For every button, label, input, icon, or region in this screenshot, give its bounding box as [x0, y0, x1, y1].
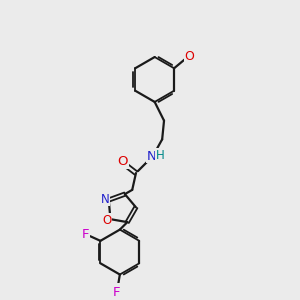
- Text: F: F: [82, 228, 89, 241]
- Text: O: O: [118, 155, 128, 168]
- Text: O: O: [184, 50, 194, 63]
- Text: N: N: [100, 193, 109, 206]
- Text: F: F: [112, 286, 120, 299]
- Text: N: N: [147, 150, 157, 163]
- Text: H: H: [156, 149, 165, 162]
- Text: O: O: [102, 214, 111, 226]
